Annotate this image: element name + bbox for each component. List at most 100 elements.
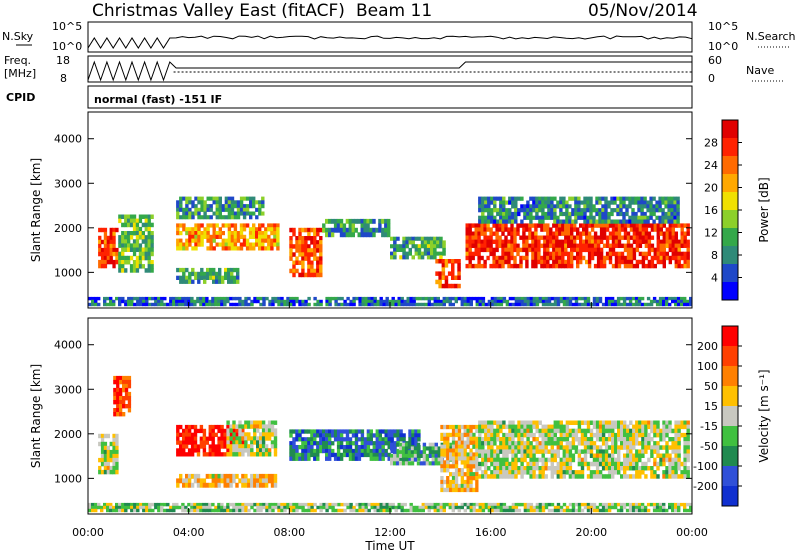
data-cell (439, 508, 443, 513)
data-cell (209, 223, 213, 228)
data-cell (565, 420, 570, 425)
data-cell (191, 271, 195, 277)
data-cell (218, 242, 222, 247)
colorbar-segment (722, 426, 738, 447)
data-cell (625, 302, 630, 307)
data-cell (498, 227, 502, 232)
data-cell (277, 296, 281, 301)
data-cell (289, 448, 293, 454)
data-cell (369, 437, 373, 442)
data-cell (522, 227, 526, 232)
data-cell (273, 432, 278, 437)
data-cell (574, 208, 578, 213)
data-cell (683, 239, 687, 244)
data-cell (653, 223, 657, 228)
data-cell (310, 252, 314, 257)
data-cell (546, 243, 550, 248)
data-cell (132, 247, 137, 252)
data-cell (185, 196, 189, 201)
data-cell (531, 251, 535, 257)
colorbar-segment (722, 466, 738, 487)
data-cell (325, 441, 329, 446)
data-cell (568, 508, 573, 513)
data-cell (501, 239, 505, 244)
data-cell (478, 432, 482, 438)
data-cell (541, 211, 545, 217)
data-cell (659, 251, 663, 257)
data-cell (256, 448, 260, 453)
data-cell (570, 259, 574, 265)
data-cell (513, 231, 517, 236)
data-cell (129, 214, 134, 219)
data-cell (298, 260, 302, 265)
data-cell (493, 420, 497, 425)
data-cell (217, 302, 221, 307)
data-cell (121, 268, 125, 273)
data-cell (109, 469, 113, 475)
data-cell (298, 240, 302, 245)
data-cell (258, 211, 262, 216)
data-cell (196, 299, 200, 304)
data-cell (635, 449, 639, 454)
data-cell (496, 457, 500, 463)
data-cell (176, 238, 180, 243)
data-cell (535, 428, 539, 434)
data-cell (466, 444, 470, 449)
data-cell (520, 457, 524, 463)
data-cell (445, 502, 449, 507)
data-cell (577, 461, 582, 467)
data-cell (611, 235, 616, 240)
data-cell (592, 505, 597, 510)
data-cell (449, 456, 453, 461)
data-cell (133, 302, 137, 307)
data-cell (241, 478, 245, 484)
data-cell (138, 231, 143, 236)
data-cell (244, 502, 248, 507)
data-cell (617, 231, 622, 236)
data-cell (197, 223, 201, 228)
data-cell (589, 219, 593, 224)
data-cell (446, 468, 450, 473)
data-cell (664, 196, 668, 201)
data-cell (292, 502, 296, 507)
data-cell (322, 223, 326, 229)
data-cell (232, 505, 236, 510)
data-cell (486, 223, 490, 228)
data-cell (585, 227, 589, 232)
data-cell (249, 215, 253, 220)
freq-label: Freq. (4, 54, 31, 67)
data-cell (301, 505, 305, 510)
data-cell (267, 238, 271, 243)
data-cell (604, 302, 609, 307)
data-cell (100, 239, 105, 245)
data-cell (623, 243, 628, 248)
data-cell (129, 268, 134, 273)
data-cell (242, 238, 247, 243)
data-cell (477, 243, 481, 248)
data-cell (421, 508, 425, 513)
data-cell (208, 436, 212, 441)
data-cell (451, 436, 456, 441)
data-cell (179, 231, 183, 236)
data-cell (267, 420, 272, 425)
data-cell (169, 302, 173, 307)
data-cell (625, 204, 629, 209)
data-cell (200, 234, 204, 239)
data-cell (529, 204, 533, 209)
data-cell (406, 508, 410, 513)
data-cell (508, 470, 512, 475)
data-cell (460, 302, 464, 307)
data-cell (446, 456, 450, 461)
data-cell (211, 296, 215, 301)
data-cell (446, 464, 450, 469)
data-cell (148, 508, 152, 513)
data-cell (310, 433, 314, 438)
data-cell (132, 260, 137, 265)
data-cell (553, 470, 557, 475)
data-cell (443, 452, 447, 457)
data-cell (547, 200, 551, 205)
data-cell (574, 215, 578, 220)
data-cell (511, 474, 515, 479)
data-cell (526, 428, 530, 434)
data-cell (529, 470, 533, 475)
